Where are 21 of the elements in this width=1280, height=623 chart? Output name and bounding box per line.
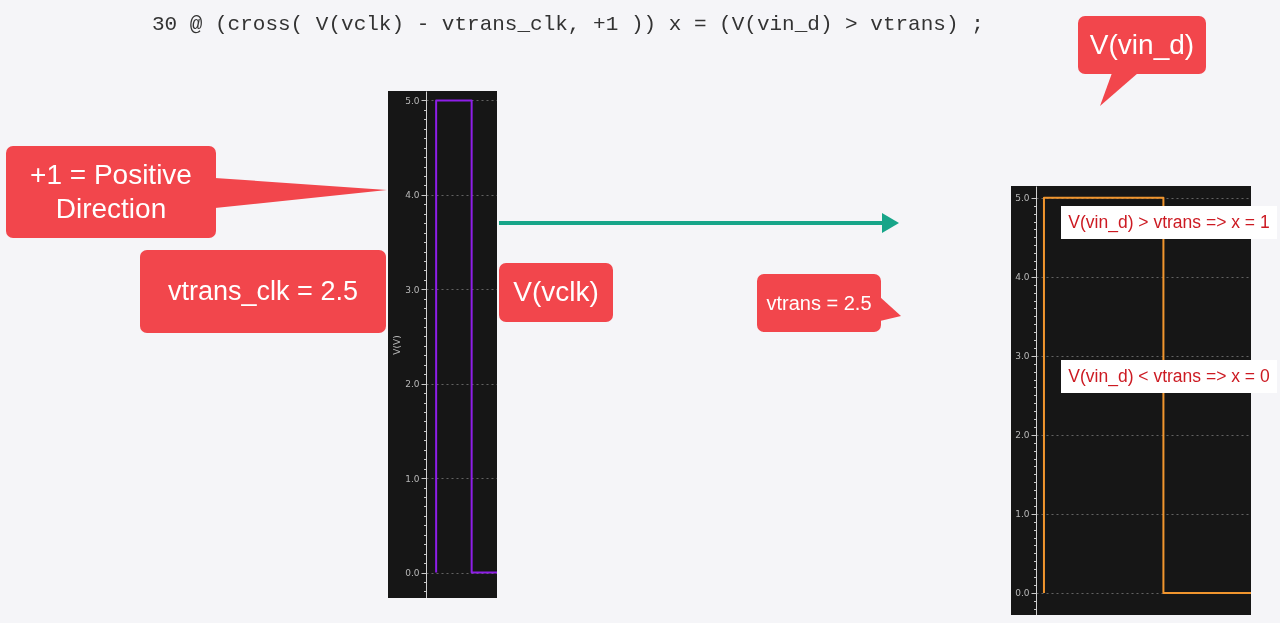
- text: 30 @ (cross( V(vclk) - vtrans_clk, +1 )) x = (V(vin_d) > vtrans) ;: [152, 13, 984, 36]
- text: vtrans = 2.5: [757, 274, 881, 332]
- y-tick-label: 4.0: [1015, 272, 1030, 283]
- y-tick-label: 2.0: [405, 379, 420, 390]
- y-tick-label: 5.0: [1015, 193, 1030, 204]
- y-tick-label: 5.0: [405, 95, 420, 106]
- y-tick-label: 1.0: [1015, 509, 1030, 520]
- y-axis-title: V(V): [392, 335, 403, 355]
- annotation: V(vin_d) > vtrans => x = 1: [1061, 206, 1277, 239]
- text: +1 = Positive Direction: [6, 146, 216, 238]
- y-tick-label: 3.0: [405, 284, 420, 295]
- y-tick-label: 2.0: [1015, 430, 1030, 441]
- annotation: V(vin_d) < vtrans => x = 0: [1061, 360, 1277, 393]
- y-tick-label: 3.0: [1015, 351, 1030, 362]
- y-tick-label: 4.0: [405, 190, 420, 201]
- text: vtrans_clk = 2.5: [140, 250, 386, 333]
- y-tick-label: 1.0: [405, 473, 420, 484]
- text: V(vin_d): [1078, 16, 1206, 74]
- y-tick-label: 0.0: [1015, 588, 1030, 599]
- y-tick-label: 0.0: [405, 568, 420, 579]
- series-label: V(vclk): [499, 263, 613, 322]
